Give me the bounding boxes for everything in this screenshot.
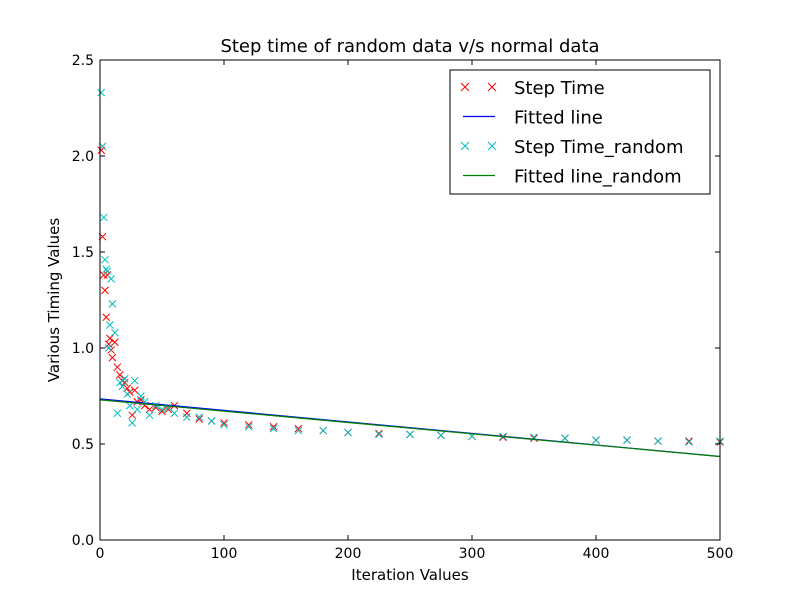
point-step-time-27 <box>182 409 191 418</box>
legend-marker-swatch <box>460 82 470 92</box>
point-step-time-random-13 <box>118 382 127 391</box>
x-axis-label: Iteration Values <box>351 566 469 584</box>
point-step-time-random-12 <box>115 378 124 387</box>
legend-label: Fitted line_random <box>514 167 682 188</box>
point-step-time-random-38 <box>437 431 445 440</box>
point-step-time-36 <box>375 429 383 438</box>
point-step-time-32 <box>269 422 278 431</box>
point-step-time-10 <box>111 338 119 347</box>
point-step-time-random-26 <box>170 409 179 418</box>
y-tick-label: 0.0 <box>72 533 94 549</box>
point-step-time-random-43 <box>592 436 600 445</box>
y-axis-label: Various Timing Values <box>45 218 63 383</box>
point-step-time-random-20 <box>137 392 145 400</box>
point-step-time-22 <box>145 405 154 414</box>
point-step-time-random-42 <box>561 434 569 443</box>
point-step-time-18 <box>130 386 139 395</box>
fitted-line-fitted-line-random <box>99 399 721 458</box>
point-step-time-random-28 <box>195 413 204 421</box>
point-step-time-46 <box>685 437 693 445</box>
point-step-time-24 <box>158 407 166 416</box>
point-step-time-random-22 <box>145 411 154 420</box>
point-step-time-random-19 <box>133 405 142 414</box>
point-step-time-random-15 <box>123 390 132 398</box>
chart-title: Step time of random data v/s normal data <box>220 36 599 57</box>
point-step-time-random-27 <box>182 413 191 421</box>
point-step-time-random-5 <box>103 267 112 276</box>
x-tick-label: 500 <box>707 546 734 562</box>
point-step-time-random-8 <box>107 275 116 283</box>
axis-ticks: 0 100 200 300 400 500 0.0 0.5 1.0 1.5 2.0 2.5 <box>72 53 734 562</box>
point-step-time-random-11 <box>113 409 122 418</box>
point-step-time-random-10 <box>111 328 119 337</box>
point-step-time-random-32 <box>269 424 278 433</box>
x-tick-label: 400 <box>583 546 610 562</box>
point-step-time-random-31 <box>244 422 253 431</box>
y-tick-label: 2.0 <box>72 149 94 165</box>
point-step-time-random-46 <box>685 438 693 446</box>
point-step-time-4 <box>102 313 111 322</box>
legend-box <box>449 69 711 195</box>
point-step-time-random-35 <box>344 428 352 437</box>
point-step-time-random-17 <box>128 419 137 427</box>
legend-marker-swatch <box>487 141 497 151</box>
plot-area <box>99 59 721 541</box>
point-step-time-25 <box>164 405 173 414</box>
point-step-time-random-25 <box>164 403 173 412</box>
x-tick-label: 100 <box>211 546 238 562</box>
point-step-time-random-9 <box>108 299 117 308</box>
point-step-time-random-33 <box>294 426 303 435</box>
y-tick-label: 2.5 <box>72 53 94 69</box>
point-step-time-random-29 <box>207 417 216 425</box>
point-step-time-40 <box>499 433 507 442</box>
point-step-time-12 <box>115 371 124 379</box>
legend-marker-swatch <box>487 82 497 92</box>
point-step-time-30 <box>220 419 228 427</box>
point-step-time-random-30 <box>220 420 228 429</box>
y-tick-label: 1.0 <box>72 341 94 357</box>
point-step-time-11 <box>113 363 122 372</box>
data-marks <box>97 88 724 458</box>
legend: Step Time Fitted line Step Time_random Fitt… <box>449 69 711 195</box>
point-step-time-random-7 <box>106 321 114 329</box>
legend-label: Step Time_random <box>514 137 684 158</box>
legend-label: Fitted line <box>514 108 603 129</box>
point-step-time-33 <box>294 424 303 433</box>
legend-entry-step-time-random: Step Time_random <box>460 137 684 158</box>
y-tick-label: 0.5 <box>72 437 94 453</box>
point-step-time-3 <box>101 286 109 295</box>
point-step-time-random-2 <box>99 213 108 222</box>
point-step-time-15 <box>123 384 132 393</box>
point-step-time-random-36 <box>375 430 383 439</box>
point-step-time-random-0 <box>97 88 106 97</box>
point-step-time-7 <box>106 334 114 343</box>
point-step-time-28 <box>195 415 204 423</box>
point-step-time-random-24 <box>158 405 166 414</box>
point-step-time-random-23 <box>151 401 160 410</box>
y-tick-label: 1.5 <box>72 245 94 261</box>
point-step-time-random-3 <box>101 255 109 264</box>
x-tick-label: 0 <box>96 546 105 562</box>
x-tick-label: 200 <box>335 546 362 562</box>
x-tick-label: 300 <box>459 546 486 562</box>
point-step-time-41 <box>530 434 538 443</box>
point-step-time-random-14 <box>120 374 129 383</box>
point-step-time-31 <box>244 420 253 429</box>
legend-entry-fitted-line: Fitted line <box>463 108 603 129</box>
legend-marker-swatch <box>460 141 470 151</box>
point-step-time-random-6 <box>104 344 113 352</box>
legend-entry-step-time: Step Time <box>460 78 605 99</box>
point-step-time-random-44 <box>623 436 631 445</box>
point-step-time-random-45 <box>654 437 662 445</box>
point-step-time-9 <box>108 353 117 362</box>
point-step-time-random-34 <box>319 426 328 435</box>
series-fitted-line-random <box>99 399 721 458</box>
legend-entry-fitted-line-random: Fitted line_random <box>463 167 682 188</box>
legend-label: Step Time <box>514 78 605 99</box>
point-step-time-random-18 <box>130 376 139 385</box>
point-step-time-17 <box>128 411 137 420</box>
point-step-time-random-37 <box>406 430 414 439</box>
